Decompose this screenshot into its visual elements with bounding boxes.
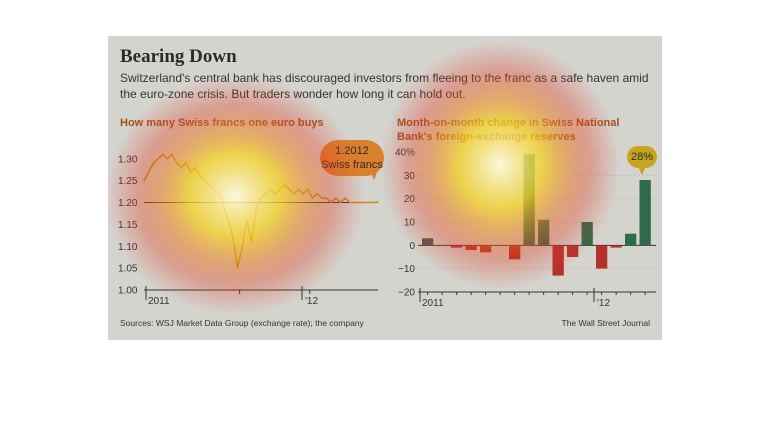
- chart-panel: Bearing Down Switzerland's central bank …: [108, 36, 662, 340]
- source-note: Sources: WSJ Market Data Group (exchange…: [120, 318, 364, 328]
- bar: [610, 245, 622, 248]
- bar-y-tick-label: 10: [404, 218, 416, 229]
- bar: [523, 154, 535, 246]
- rate-annotation-value: 1.2012: [335, 145, 369, 157]
- bar: [625, 233, 637, 246]
- bar-y-tick-label: −20: [398, 288, 415, 299]
- bar: [552, 245, 564, 276]
- publisher-credit: The Wall Street Journal: [561, 318, 651, 328]
- bar: [596, 245, 608, 269]
- reserves-annotation-pointer: [638, 166, 646, 175]
- bar-y-tick-label: 30: [404, 171, 416, 182]
- reserves-bar-chart: 40% 30 20 10 0 −10 −20 2011 '12: [395, 148, 656, 309]
- bar: [639, 180, 651, 246]
- bar: [422, 238, 434, 246]
- bar: [509, 245, 521, 260]
- bar: [465, 245, 477, 250]
- bar-y-tick-label: −10: [398, 264, 415, 275]
- bar: [451, 245, 463, 248]
- bar-y-tick-label: 40%: [395, 148, 415, 159]
- bar: [538, 219, 550, 246]
- bar-y-tick-label: 0: [409, 241, 415, 252]
- bar: [581, 222, 593, 246]
- bar: [567, 245, 579, 257]
- bar: [436, 245, 448, 246]
- line-point: [368, 201, 370, 204]
- chart-title: Bearing Down: [120, 46, 237, 67]
- bar: [494, 245, 506, 246]
- rate-annotation-label: Swiss francs: [321, 159, 383, 171]
- bar-y-tick-label: 20: [404, 194, 416, 205]
- rate-annotation-bubble: 1.2012 Swiss francs: [320, 140, 384, 176]
- line-point: [372, 201, 374, 204]
- line-point: [377, 201, 379, 203]
- bar: [480, 245, 492, 253]
- bar-x-tick-label: 2011: [422, 298, 444, 309]
- reserves-annotation-bubble: 28%: [627, 146, 657, 168]
- bar-x-tick-label: '12: [597, 298, 610, 309]
